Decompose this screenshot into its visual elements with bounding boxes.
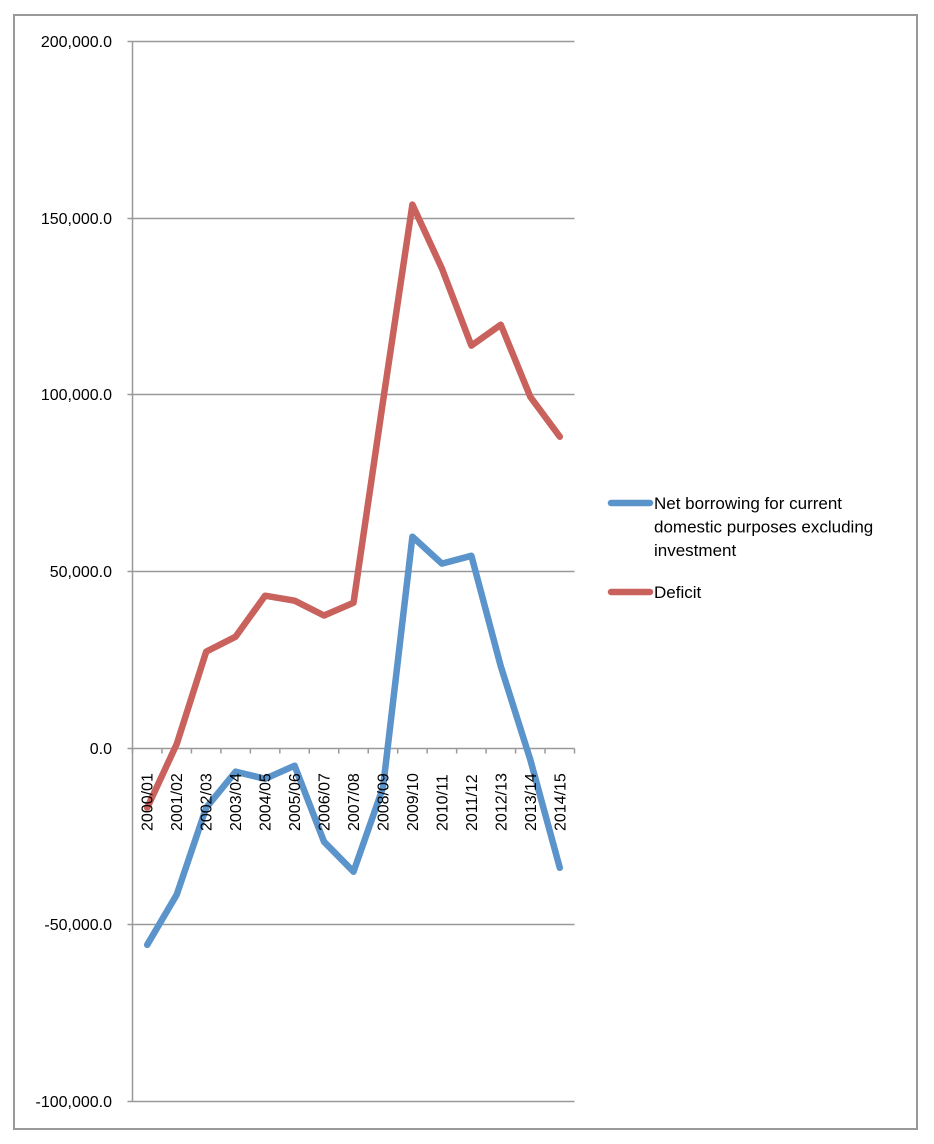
x-tick-label: 2010/11: [434, 774, 451, 831]
legend-label: Deficit: [654, 583, 702, 602]
y-axis: -100,000.0 -50,000.0 0.0 50,000.0 100,000.0 1…: [35, 34, 134, 1111]
x-tick-label: 2005/06: [287, 773, 304, 831]
gridlines: [132, 40, 575, 1103]
x-tick-label: 2008/09: [376, 773, 393, 831]
y-tick-label: -100,000.0: [35, 1094, 112, 1111]
chart-frame: [13, 14, 918, 1130]
legend-label: domestic purposes excluding: [654, 518, 873, 537]
y-tick-label: 200,000.0: [41, 34, 112, 51]
x-tick-label: 2009/10: [405, 773, 422, 831]
series-lines: [143, 201, 564, 949]
y-tick-label: 100,000.0: [41, 387, 112, 404]
x-axis: [131, 747, 576, 754]
x-tick-label: 2007/08: [346, 773, 363, 831]
x-tick-label: 2014/15: [552, 773, 569, 831]
legend-item: Net borrowing for current domestic purpos…: [607, 494, 873, 560]
x-tick-label: 2004/05: [258, 773, 275, 831]
x-tick-label: 2013/14: [523, 773, 540, 831]
x-tick-label: 2002/03: [199, 773, 216, 831]
x-tick-label: 2006/07: [317, 773, 334, 831]
deficit-line: [143, 201, 564, 811]
x-tick-label: 2000/01: [140, 773, 157, 831]
y-tick-label: 150,000.0: [41, 211, 112, 228]
x-tick-label: 2003/04: [228, 773, 245, 831]
y-tick-label: -50,000.0: [44, 917, 112, 934]
legend-item: Deficit: [607, 583, 702, 602]
x-tick-label: 2012/13: [493, 773, 510, 831]
legend-label: Net borrowing for current: [654, 494, 842, 513]
legend-label: investment: [654, 541, 736, 560]
legend: Net borrowing for current domestic purpos…: [607, 494, 873, 602]
x-tick-label: 2001/02: [169, 773, 186, 831]
y-tick-label: 0.0: [90, 741, 112, 758]
x-tick-label: 2011/12: [464, 774, 481, 831]
net-borrowing-line: [143, 533, 564, 949]
x-tick-labels: 2000/01 2001/02 2002/03 2003/04 2004/05 2005/…: [140, 773, 570, 831]
y-tick-label: 50,000.0: [50, 564, 112, 581]
